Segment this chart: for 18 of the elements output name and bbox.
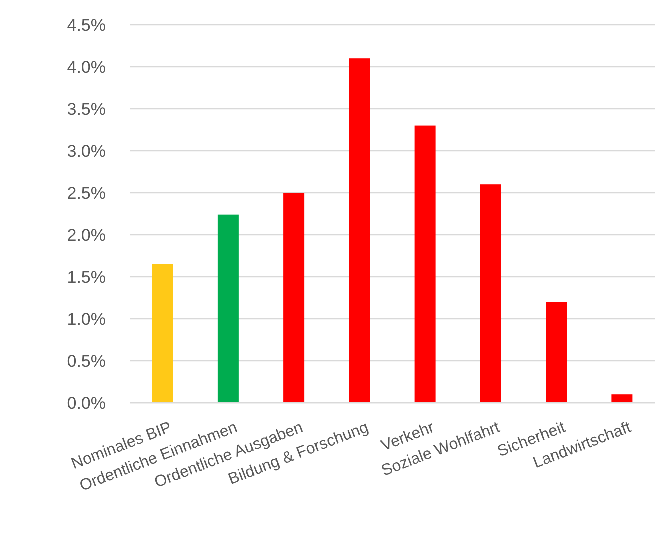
- y-tick-label: 1.5%: [67, 268, 106, 287]
- y-tick-label: 3.0%: [67, 142, 106, 161]
- bar: [480, 184, 502, 403]
- y-tick-label: 3.5%: [67, 100, 106, 119]
- bar: [218, 214, 239, 403]
- bar: [349, 58, 370, 403]
- y-tick-label: 0.0%: [67, 394, 106, 413]
- y-tick-label: 0.5%: [67, 352, 106, 371]
- y-tick-label: 4.0%: [67, 58, 106, 77]
- bar: [284, 193, 305, 403]
- y-tick-label: 2.5%: [67, 184, 106, 203]
- y-tick-label: 1.0%: [67, 310, 106, 329]
- y-tick-label: 4.5%: [67, 16, 106, 35]
- bar: [152, 264, 174, 403]
- y-tick-label: 2.0%: [67, 226, 106, 245]
- bar: [612, 394, 633, 403]
- bar: [414, 126, 436, 403]
- bar: [546, 302, 568, 403]
